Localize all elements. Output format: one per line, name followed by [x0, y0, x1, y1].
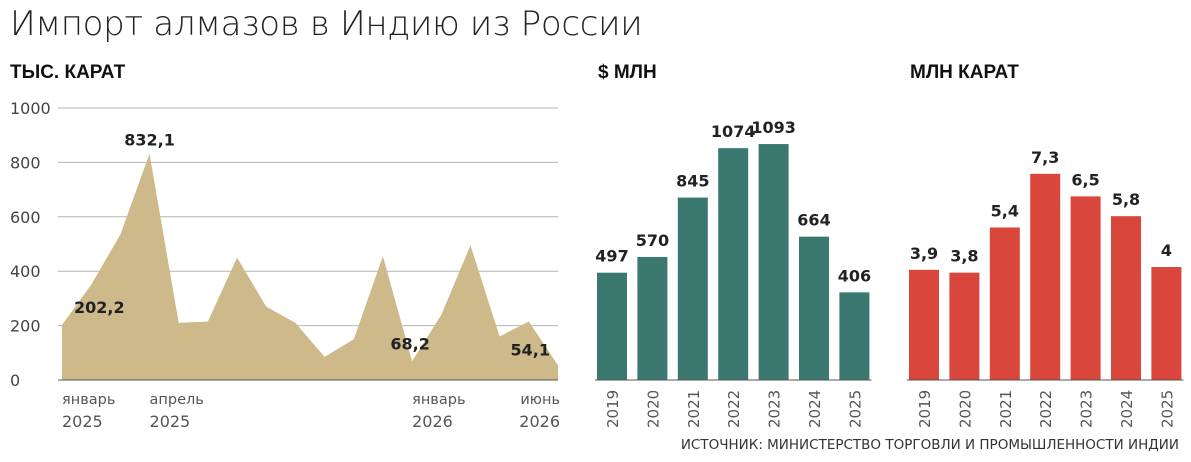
area-y-tick-label: 1000: [10, 99, 51, 118]
usd-value-label: 406: [838, 266, 871, 285]
carat-year-label: 2022: [1037, 390, 1055, 428]
usd-bar: [839, 292, 870, 380]
carat-value-label: 6,5: [1071, 170, 1099, 189]
carat-bar: [1070, 196, 1101, 380]
usd-bar: [718, 148, 749, 380]
area-x-month-label: апрель: [150, 392, 204, 408]
area-x-year-label: 2026: [412, 412, 453, 431]
area-x-year-label: 2025: [62, 412, 103, 431]
carat-bar: [1030, 173, 1061, 380]
area-series: [62, 153, 558, 380]
carat-value-label: 4: [1161, 241, 1172, 260]
area-x-month-label: июнь: [520, 392, 560, 408]
area-data-label: 832,1: [124, 131, 175, 150]
area-data-label: 68,2: [390, 334, 429, 353]
carat-value-label: 7,3: [1031, 148, 1059, 167]
usd-value-label: 1093: [751, 118, 796, 137]
carat-value-label: 3,9: [910, 244, 938, 263]
source-note: ИСТОЧНИК: МИНИСТЕРСТВО ТОРГОВЛИ И ПРОМЫШ…: [680, 437, 1179, 453]
carat-year-label: 2020: [956, 390, 974, 428]
area-x-month-label: январь: [62, 392, 115, 408]
usd-value-label: 570: [636, 231, 669, 250]
carat-value-label: 5,8: [1112, 190, 1140, 209]
usd-value-label: 1074: [711, 122, 756, 141]
area-data-label: 54,1: [511, 340, 550, 359]
area-x-year-label: 2025: [150, 412, 191, 431]
area-y-tick-label: 400: [10, 262, 41, 281]
usd-value-label: 845: [676, 172, 709, 191]
area-x-month-label: январь: [412, 392, 465, 408]
area-chart-unit-label: ТЫС. КАРАТ: [10, 62, 126, 83]
carat-bar: [949, 272, 980, 380]
carat-value-label: 3,8: [950, 247, 978, 266]
area-y-tick-label: 800: [10, 153, 41, 172]
usd-value-label: 664: [797, 211, 830, 230]
area-x-year-label: 2026: [519, 412, 560, 431]
carat-value-label: 5,4: [991, 201, 1019, 220]
usd-bar: [799, 236, 829, 380]
carat-year-label: 2025: [1158, 390, 1176, 428]
area-y-tick-label: 200: [10, 317, 41, 336]
usd-year-label: 2021: [685, 390, 703, 428]
usd-chart-unit-label: $ МЛН: [598, 62, 657, 83]
carat-year-label: 2021: [997, 390, 1015, 428]
usd-year-label: 2019: [604, 390, 622, 428]
usd-year-label: 2022: [725, 390, 743, 428]
area-data-label: 202,2: [74, 298, 125, 317]
page-title: Импорт алмазов в Индию из России: [10, 4, 643, 44]
carat-bar: [989, 227, 1020, 380]
usd-year-label: 2023: [766, 390, 784, 428]
usd-bar: [758, 144, 789, 380]
usd-value-label: 497: [595, 247, 628, 266]
carat-year-label: 2023: [1078, 390, 1096, 428]
usd-bar: [677, 197, 708, 380]
carat-bar: [1151, 267, 1182, 380]
carat-bar: [1111, 216, 1141, 380]
carat-chart-unit-label: МЛН КАРАТ: [910, 62, 1019, 83]
carat-year-label: 2019: [916, 390, 934, 428]
usd-year-label: 2020: [644, 390, 662, 428]
area-y-tick-label: 0: [10, 371, 20, 390]
usd-bar: [637, 256, 668, 380]
carat-year-label: 2024: [1118, 390, 1136, 428]
usd-year-label: 2025: [846, 390, 864, 428]
usd-bar: [597, 272, 627, 380]
area-y-tick-label: 600: [10, 208, 41, 227]
carat-bar: [909, 269, 939, 380]
usd-year-label: 2024: [806, 390, 824, 428]
